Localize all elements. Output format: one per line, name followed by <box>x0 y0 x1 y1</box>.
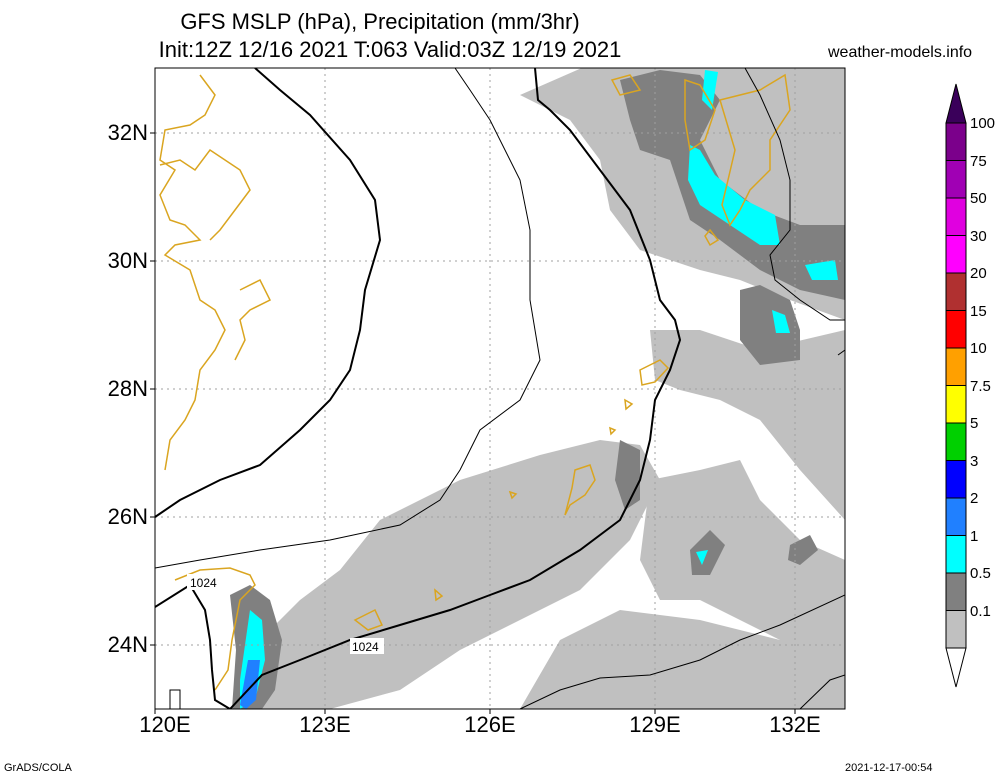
colorbar-label: 75 <box>970 152 987 170</box>
chart-subtitle: Init:12Z 12/16 2021 T:063 Valid:03Z 12/1… <box>158 37 622 62</box>
colorbar-label: 2 <box>970 490 979 507</box>
colorbar-cell <box>945 385 967 424</box>
lon-label-132e: 132E <box>769 712 821 737</box>
colorbar-cell <box>945 347 967 386</box>
lon-label-123e: 123E <box>299 712 351 737</box>
map-grid <box>155 68 845 709</box>
colorbar-cell <box>945 272 967 311</box>
lat-label-28n: 28N <box>107 376 148 401</box>
colorbar-cell <box>945 422 967 461</box>
colorbar-label: 0.5 <box>970 565 991 582</box>
colorbar-label: 20 <box>970 265 987 282</box>
lat-label-26n: 26N <box>107 504 148 529</box>
colorbar-label: 15 <box>970 302 987 320</box>
precip-strong-area <box>240 660 260 709</box>
isobar-label-1: 1024 <box>190 576 217 590</box>
colorbar-cell <box>945 460 967 499</box>
lat-label-30n: 30N <box>107 248 148 273</box>
isobars <box>155 68 845 709</box>
lon-label-120e: 120E <box>139 712 191 737</box>
colorbar-label: 100 <box>970 115 996 132</box>
colorbar-cell <box>945 310 967 349</box>
chart-title: GFS MSLP (hPa), Precipitation (mm/3hr) <box>180 9 580 34</box>
colorbar-cell <box>945 497 967 536</box>
axis-ticks <box>150 132 796 714</box>
colorbar-cell <box>945 235 967 274</box>
colorbar-bottom-arrow <box>945 647 967 688</box>
colorbar-label: 5 <box>970 415 979 432</box>
colorbar-top-arrow <box>945 83 967 124</box>
colorbar-label: 0.1 <box>970 602 991 620</box>
lon-label-126e: 126E <box>464 712 516 737</box>
colorbar-cell <box>945 122 967 161</box>
colorbar-cell <box>945 535 967 574</box>
colorbar-label: 3 <box>970 452 979 470</box>
footer-timestamp: 2021-12-17-00:54 <box>845 762 933 774</box>
colorbar-label: 50 <box>970 190 987 207</box>
colorbar-label: 1 <box>970 527 979 545</box>
colorbar-label: 10 <box>970 340 987 357</box>
lat-label-32n: 32N <box>107 120 148 145</box>
footer-credit: GrADS/COLA <box>4 762 72 774</box>
lat-label-24n: 24N <box>107 632 148 657</box>
colorbar-cell <box>945 160 967 199</box>
colorbar-cell <box>945 572 967 611</box>
lon-label-129e: 129E <box>629 712 681 737</box>
colorbar-cell <box>945 610 967 649</box>
source-label: weather-models.info <box>828 44 973 61</box>
isobar-label-2: 1024 <box>352 640 379 654</box>
colorbar-label: 30 <box>970 227 987 245</box>
colorbar <box>945 83 967 688</box>
coastline <box>159 73 791 691</box>
colorbar-cell <box>945 197 967 236</box>
precip-light-areas <box>250 68 845 709</box>
colorbar-label: 7.5 <box>970 377 991 395</box>
